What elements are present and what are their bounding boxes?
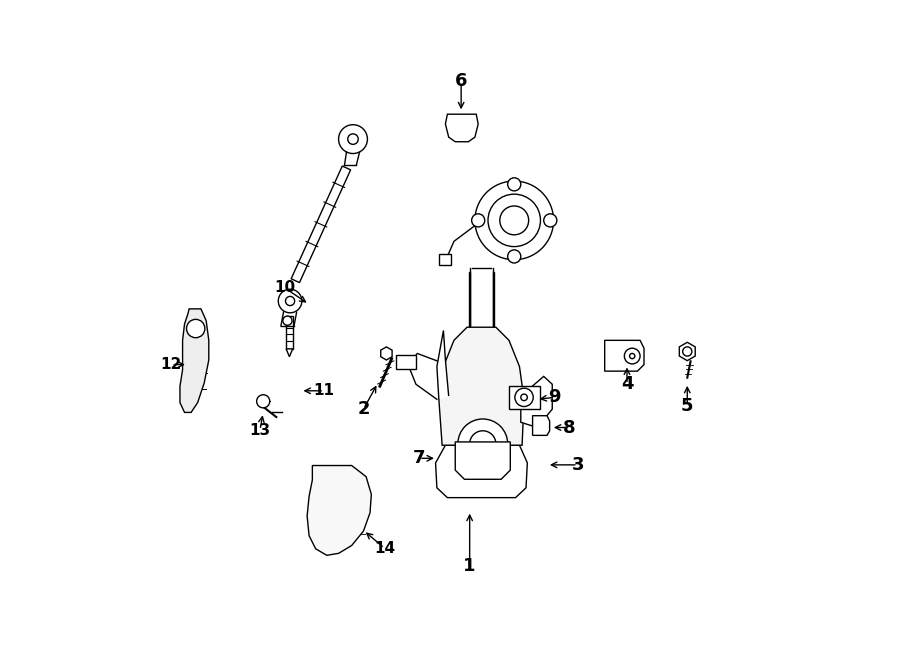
Circle shape	[508, 178, 521, 191]
Text: 12: 12	[161, 357, 182, 372]
Text: 9: 9	[549, 389, 561, 407]
Circle shape	[630, 354, 634, 359]
Circle shape	[338, 125, 367, 153]
Polygon shape	[521, 376, 553, 428]
Text: 5: 5	[681, 397, 694, 415]
Circle shape	[475, 181, 554, 260]
Circle shape	[515, 388, 533, 407]
Text: 1: 1	[464, 557, 476, 576]
Text: 4: 4	[621, 375, 634, 393]
Circle shape	[472, 214, 485, 227]
Text: 7: 7	[413, 449, 426, 467]
Polygon shape	[381, 347, 392, 360]
Text: 6: 6	[454, 73, 467, 91]
Circle shape	[683, 347, 692, 356]
Polygon shape	[439, 327, 524, 446]
Polygon shape	[533, 416, 550, 436]
Polygon shape	[286, 349, 292, 357]
Polygon shape	[680, 342, 695, 361]
Polygon shape	[469, 272, 471, 329]
Circle shape	[285, 296, 294, 305]
Circle shape	[470, 431, 496, 457]
Polygon shape	[455, 442, 510, 479]
Circle shape	[347, 134, 358, 144]
Circle shape	[625, 348, 640, 364]
Circle shape	[458, 419, 508, 469]
Polygon shape	[605, 340, 644, 371]
Polygon shape	[492, 272, 494, 329]
Polygon shape	[436, 330, 449, 399]
Polygon shape	[436, 446, 527, 498]
Text: 2: 2	[357, 400, 370, 418]
Text: 8: 8	[563, 418, 576, 436]
Polygon shape	[286, 316, 292, 349]
Polygon shape	[307, 465, 372, 555]
Text: 3: 3	[572, 456, 584, 474]
Circle shape	[488, 194, 541, 247]
Text: 10: 10	[274, 280, 295, 295]
Polygon shape	[180, 309, 209, 412]
Bar	[439, 254, 451, 265]
Bar	[396, 356, 416, 369]
Bar	[509, 385, 541, 409]
Circle shape	[256, 395, 270, 408]
Text: 14: 14	[374, 541, 395, 556]
Circle shape	[283, 316, 292, 325]
Circle shape	[186, 319, 205, 338]
Circle shape	[278, 290, 302, 313]
Circle shape	[508, 250, 521, 263]
Circle shape	[500, 206, 528, 235]
Text: 13: 13	[249, 422, 271, 438]
Circle shape	[521, 394, 527, 401]
Polygon shape	[291, 166, 351, 283]
Text: 11: 11	[314, 383, 335, 399]
Polygon shape	[446, 114, 478, 141]
Circle shape	[544, 214, 557, 227]
